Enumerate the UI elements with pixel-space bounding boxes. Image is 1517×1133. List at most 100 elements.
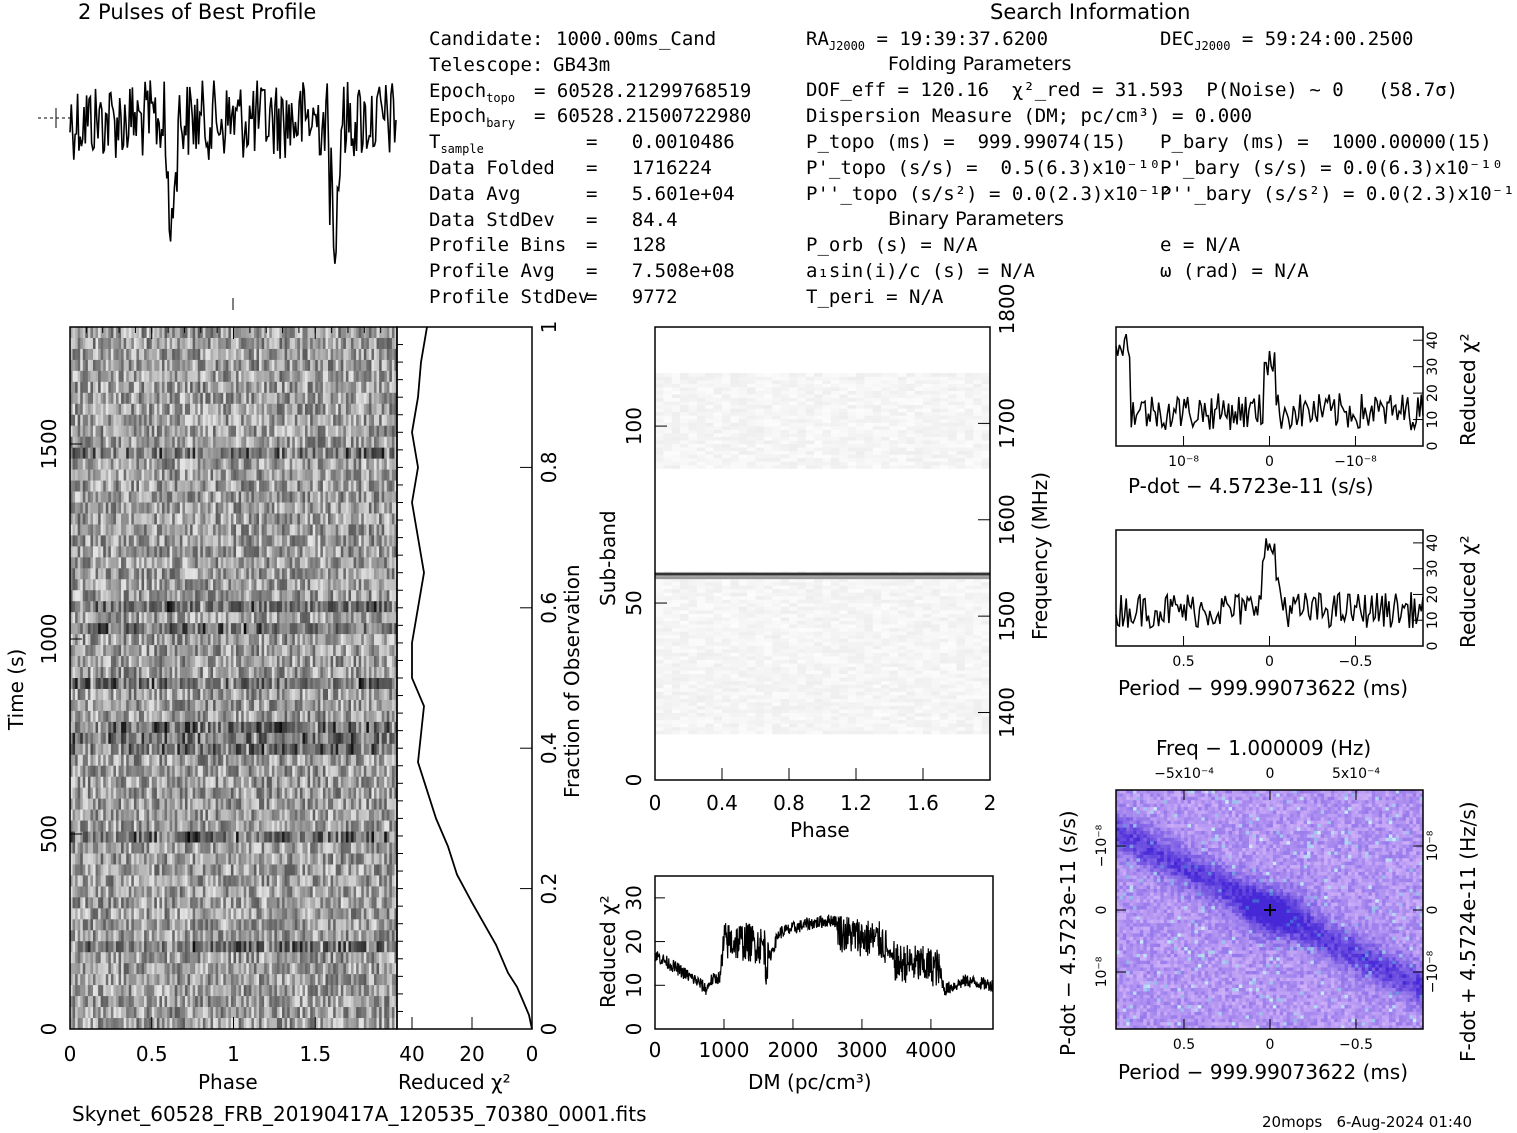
pixel [330,414,334,427]
pixel [241,403,245,416]
pixel [320,721,324,734]
pixel [200,568,204,580]
pixel [77,623,81,635]
pixel [85,601,89,613]
pixel [310,623,313,635]
pixel [271,645,275,657]
pixel [192,688,196,701]
pixel [213,480,216,492]
pixel [179,721,183,734]
pixel [289,403,293,416]
pixel [261,623,265,635]
pixel [225,447,229,459]
pixel [261,524,265,536]
pixel [246,645,250,657]
pixel [123,678,127,690]
pixel [167,546,170,558]
pixel [149,688,153,701]
pixel [379,590,382,602]
pixel [243,667,247,679]
pixel [164,634,168,646]
pixel [320,370,324,383]
pixel [146,381,150,394]
pixel [287,436,290,448]
pixel [236,667,239,679]
pixel [154,656,158,668]
pixel [195,513,199,525]
pixel [149,425,153,437]
pixel [156,480,160,492]
pixel [105,480,109,492]
pixel [149,535,153,547]
pixel [95,513,99,525]
pixel [77,436,81,448]
pixel [223,557,227,569]
pixel [223,710,227,723]
pixel [92,743,96,756]
pixel [384,513,388,525]
pixel [197,688,201,701]
pixel [95,381,99,394]
pixel [338,688,342,701]
pixel [384,557,388,569]
pixel [386,337,390,350]
pixel [151,392,155,405]
pixel [274,491,278,503]
pixel [161,634,165,646]
pixel [371,480,375,492]
pixel [118,469,122,481]
pixel [164,557,168,569]
pixel [294,337,298,350]
pixel [70,469,73,481]
pixel [271,656,275,668]
pixel [202,447,206,459]
pixel [384,623,388,635]
pixel [70,414,73,427]
pixel [95,721,99,734]
pixel [363,656,367,668]
pixel [315,678,319,690]
pixel [113,568,117,580]
pixel [353,623,357,635]
pixel [90,579,94,591]
pixel [243,513,247,525]
pixel [77,590,81,602]
pixel [164,535,168,547]
pixel [167,699,170,712]
pixel [335,425,339,437]
pixel [312,348,316,361]
pixel [333,469,336,481]
pixel [368,678,372,690]
pixel [177,743,181,756]
pixel [207,327,211,339]
pixel [376,327,380,339]
pixel [261,513,265,525]
pixel [95,579,99,591]
pixel [82,732,86,745]
pixel [156,337,160,350]
pixel [136,447,140,459]
pixel [195,721,199,734]
pixel [174,535,178,547]
pixel [274,425,278,437]
pixel [307,458,311,470]
pixel [218,535,222,547]
pixel [294,535,298,547]
pixel [228,743,232,756]
pixel [113,502,117,514]
pixel [77,469,81,481]
pixel [236,524,239,536]
pixel [184,557,188,569]
pixel [138,348,142,361]
pixel [218,710,222,723]
pixel [348,403,352,416]
pixel [80,425,84,437]
pixel [154,458,158,470]
pixel [215,634,219,646]
pixel [207,579,211,591]
pixel [363,732,367,745]
pixel [376,425,380,437]
pixel [389,513,393,525]
pixel [328,568,331,580]
pixel [77,612,81,624]
